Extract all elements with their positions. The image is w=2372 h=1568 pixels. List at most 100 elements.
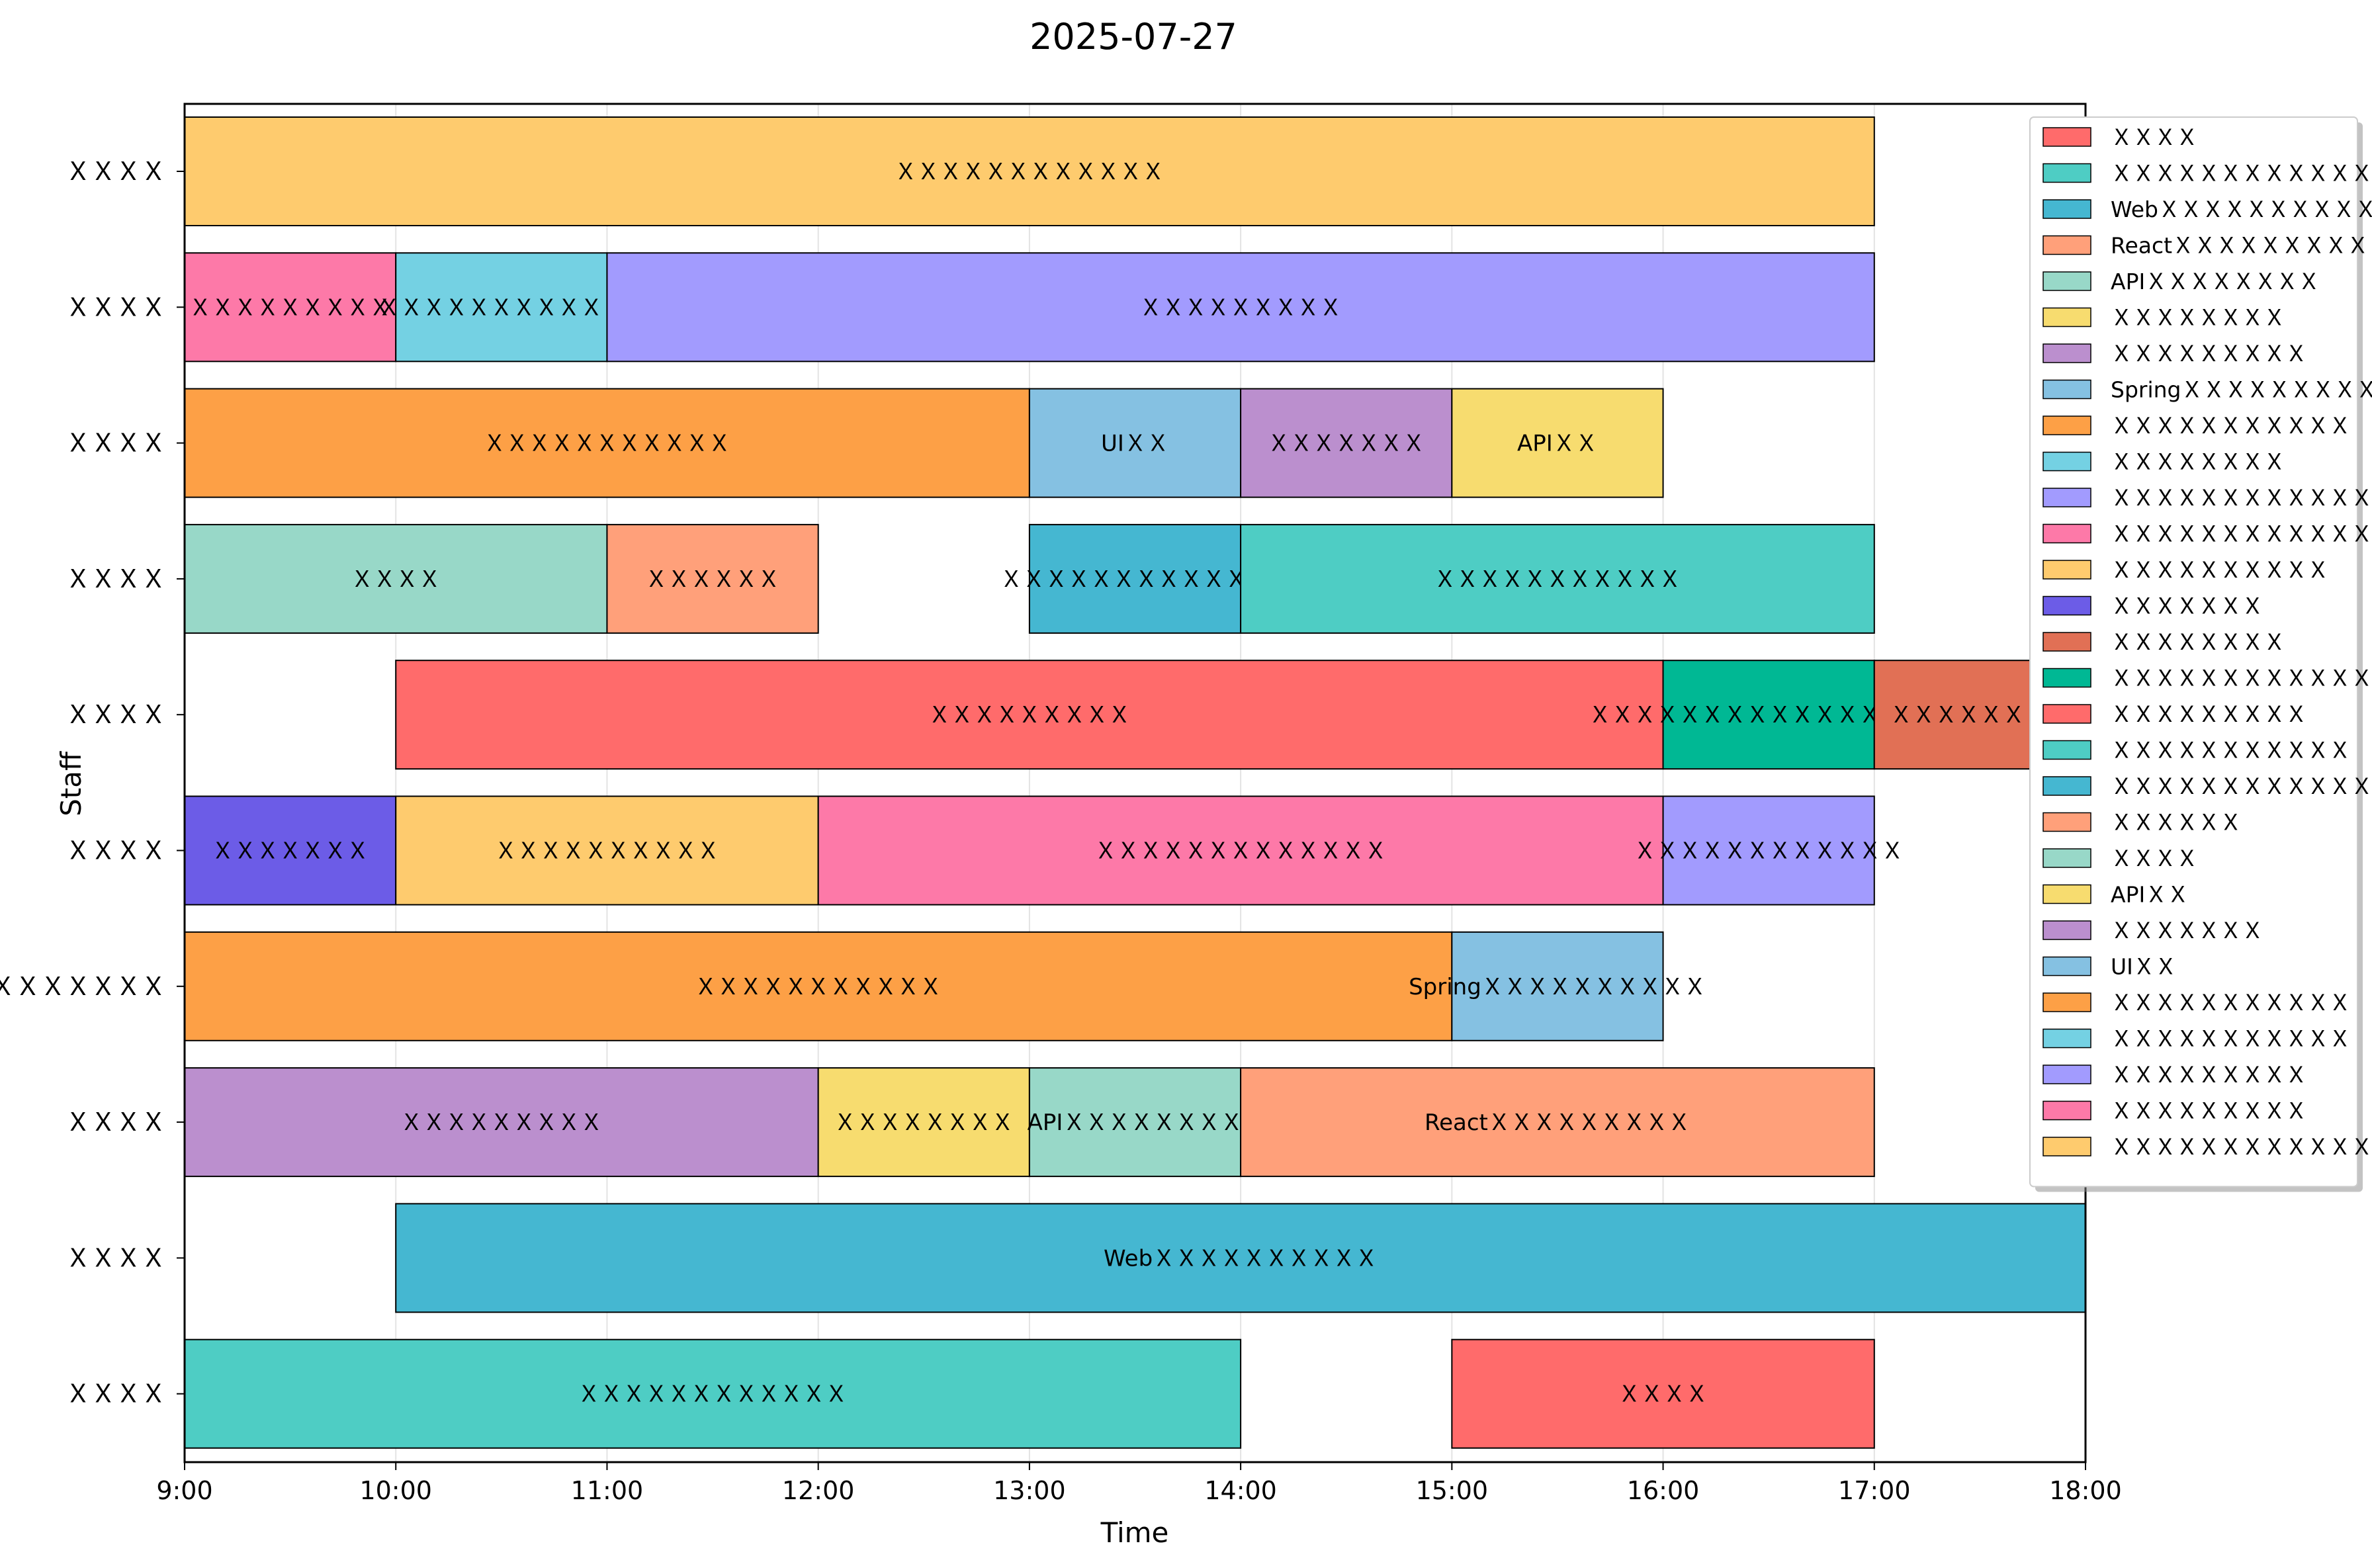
legend-label: ＸＸＸＸＸＸＸＸＸ xyxy=(2111,1098,2307,1124)
legend-swatch xyxy=(2043,848,2091,868)
legend-label: ＸＸＸＸＸＸＸ xyxy=(2111,593,2263,619)
task-bar xyxy=(606,523,819,634)
y-tick-label: ＸＸＸＸ xyxy=(66,1243,166,1272)
legend-label: APIＸＸ xyxy=(2111,882,2189,908)
task-label: ＸＸＸＸＸＸＸＸ xyxy=(834,1110,1014,1136)
legend-label: ＸＸＸＸＸＸＸＸＸＸＸ xyxy=(2111,413,2351,439)
task-bar xyxy=(184,1338,1242,1449)
task-label: WebＸＸＸＸＸＸＸＸＸＸ xyxy=(1104,1245,1378,1272)
legend-swatch xyxy=(2043,127,2091,147)
legend-swatch xyxy=(2043,199,2091,219)
y-tick-label: ＸＸＸＸ xyxy=(66,157,166,186)
legend-swatch xyxy=(2043,379,2091,400)
task-bar xyxy=(1662,660,1875,770)
legend-swatch xyxy=(2043,1137,2091,1156)
task-label: SpringＸＸＸＸＸＸＸＸＸＸ xyxy=(1409,974,1706,1000)
legend-label: APIＸＸＸＸＸＸＸＸ xyxy=(2111,269,2320,294)
legend-label: ＸＸＸＸＸＸＸＸ xyxy=(2111,629,2285,655)
task-label: ＸＸＸＸＸＸＸＸＸＸＸＸ xyxy=(895,159,1164,185)
legend-swatch xyxy=(2043,992,2091,1012)
task-label: ＸＸＸＸＸＸＸＸＸ xyxy=(928,702,1131,728)
task-label: APIＸＸＸＸＸＸＸＸ xyxy=(1028,1110,1243,1136)
legend-swatch xyxy=(2043,812,2091,832)
task-bar xyxy=(1451,931,1664,1041)
task-label: ＸＸＸＸＸＸＸＸＸＸ xyxy=(494,838,719,865)
legend-swatch xyxy=(2043,1100,2091,1121)
legend-label: ReactＸＸＸＸＸＸＸＸＸ xyxy=(2111,233,2369,259)
legend-label: ＸＸＸＸＸＸＸＸ xyxy=(2111,449,2285,475)
legend-label: ＸＸＸＸＸＸＸ xyxy=(2111,918,2263,943)
y-axis-label: Staff xyxy=(55,751,87,816)
x-tick-label: 9:00 xyxy=(156,1476,212,1505)
task-label: ＸＸＸＸＸＸＸＸＸ xyxy=(189,294,392,321)
legend-swatch xyxy=(2043,523,2091,544)
task-bar xyxy=(395,1203,2087,1313)
task-label: ＸＸＸＸＸＸＸＸＸ xyxy=(1139,294,1342,321)
x-axis-label: Time xyxy=(1100,1516,1169,1549)
task-bar xyxy=(1451,1338,1875,1449)
x-tick-label: 13:00 xyxy=(993,1476,1066,1505)
task-label: APIＸＸ xyxy=(1517,431,1598,457)
y-tick-label: ＸＸＸＸ xyxy=(66,292,166,322)
y-tick-label: ＸＸＸＸ xyxy=(66,1379,166,1409)
legend-label: ＸＸＸＸＸＸＸＸＸＸＸＸ xyxy=(2111,485,2372,511)
legend-label: ＸＸＸＸＸＸＸＸＸＸＸＸＸＸＸＸ xyxy=(2111,666,2372,691)
legend-label: WebＸＸＸＸＸＸＸＸＸＸ xyxy=(2111,196,2372,222)
task-bar xyxy=(184,1067,819,1178)
legend-swatch xyxy=(2043,595,2091,616)
axis-ticks: 9:00 10:00 11:00 12:00 13:00 14:00 15:00 16:00 1… xyxy=(0,157,2122,1505)
x-tick-label: 14:00 xyxy=(1204,1476,1277,1505)
legend-label: ＸＸＸＸＸＸＸＸＸＸＸ xyxy=(2111,990,2351,1016)
task-label: ＸＸＸＸＸＸＸＸＸＸＸ xyxy=(1434,566,1681,593)
task-bar xyxy=(184,931,1453,1041)
legend-label: ＸＸＸＸＸＸＸＸＸＸ xyxy=(2111,557,2329,583)
legend-box xyxy=(2029,116,2358,1188)
task-bar xyxy=(1028,388,1242,498)
x-tick-label: 12:00 xyxy=(782,1476,855,1505)
legend-swatch xyxy=(2043,1028,2091,1049)
y-tick-label: ＸＸＸＸ xyxy=(66,429,166,458)
task-label: ＸＸＸＸＸＸＸＸＸＸＸ xyxy=(378,294,625,321)
legend-label: ＸＸＸＸＸＸＸＸＸＸＸ xyxy=(2111,738,2351,763)
task-bar xyxy=(184,523,608,634)
legend-swatch xyxy=(2043,307,2091,327)
legend-label: ＸＸＸＸＸＸＸＸＸ xyxy=(2111,701,2307,727)
task-bar xyxy=(606,252,1875,363)
task-label: ReactＸＸＸＸＸＸＸＸＸ xyxy=(1425,1110,1691,1136)
task-label: ＸＸＸＸＸＸＸＸＸＸＸＸ xyxy=(578,1381,848,1408)
task-label: ＸＸＸＸＸＸＸ xyxy=(1268,431,1425,457)
legend-swatch xyxy=(2043,343,2091,363)
task-bar xyxy=(1240,388,1453,498)
legend-swatch xyxy=(2043,488,2091,507)
task-bar xyxy=(395,660,1664,770)
legend-swatch xyxy=(2043,163,2091,183)
legend-label: ＸＸＸＸＸＸＸＸＸＸＸＸＸ xyxy=(2111,521,2372,547)
chart-title: 2025-07-27 xyxy=(1030,16,1237,58)
task-bar xyxy=(1240,1067,1875,1178)
y-tick-label: ＸＸＸＸ xyxy=(66,836,166,865)
x-tick-label: 11:00 xyxy=(571,1476,644,1505)
legend-swatch xyxy=(2043,740,2091,760)
task-bar xyxy=(395,252,608,363)
task-bar xyxy=(1451,388,1664,498)
task-label: ＸＸＸＸＸＸＸＸＸ xyxy=(400,1110,603,1136)
task-label: ＸＸＸＸ xyxy=(1618,1381,1708,1408)
task-label: ＸＸＸＸＸＸＸ xyxy=(212,838,369,865)
legend-label: ＸＸＸＸＸＸＸＸＸ xyxy=(2111,341,2307,367)
legend-swatch xyxy=(2043,956,2091,977)
legend-label: ＸＸＸＸＸＸＸＸＸＸＸＸ xyxy=(2111,773,2372,799)
legend-label: ＸＸＸＸＸＸＸＸＸＸＸＸ xyxy=(2111,1134,2372,1160)
legend-swatch xyxy=(2043,884,2091,904)
task-label: ＸＸＸＸ xyxy=(351,566,441,593)
task-bar xyxy=(395,795,819,906)
task-bar xyxy=(1028,523,1242,634)
task-label: ＸＸＸＸＸＸＸＸＸＸＸ xyxy=(695,974,942,1000)
x-tick-label: 10:00 xyxy=(359,1476,432,1505)
y-tick-label: ＸＸＸＸ xyxy=(66,1108,166,1137)
legend-label: ＸＸＸＸＸＸＸＸ xyxy=(2111,305,2285,331)
legend-label: ＸＸＸＸＸＸＸＸＸＸＸ xyxy=(2111,1026,2351,1052)
task-label: UIＸＸ xyxy=(1101,431,1169,457)
legend-label: ＸＸＸＸＸＸ xyxy=(2111,810,2242,836)
